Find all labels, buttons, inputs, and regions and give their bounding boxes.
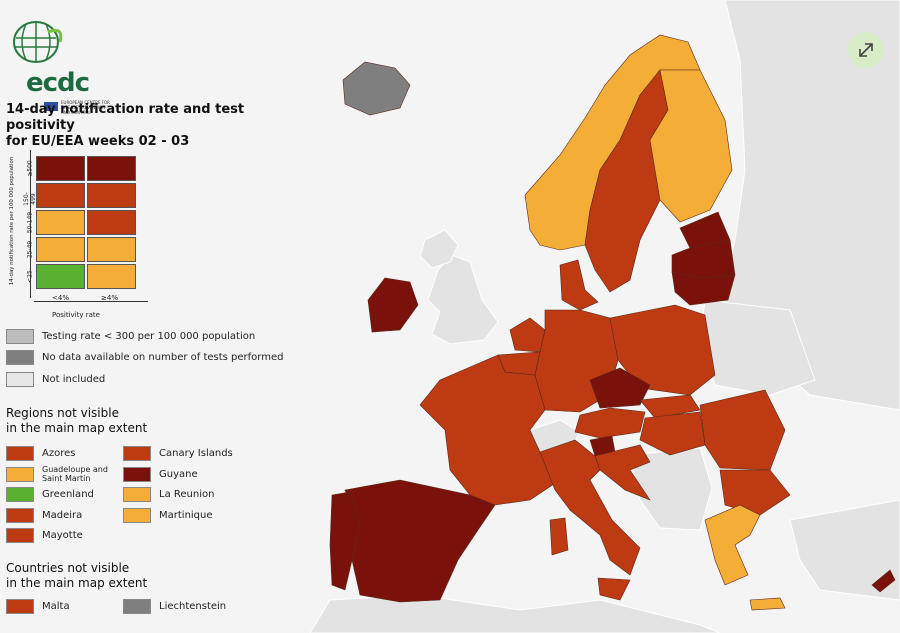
map-countries (329, 34, 896, 611)
matrix-cell (36, 210, 85, 235)
regions-heading-line2: in the main map extent (6, 421, 148, 435)
matrix-cell (36, 264, 85, 289)
map-region-hungary[interactable] (639, 411, 706, 456)
map-region-finland[interactable] (649, 69, 733, 223)
legend-label: Guyane (159, 468, 198, 480)
non-eu-north-africa (309, 594, 721, 633)
matrix-y-tick: 50-149 (26, 211, 34, 234)
map-region-croatia[interactable] (594, 444, 651, 501)
matrix-cell (36, 156, 85, 181)
matrix-y-tick: ≥500 (26, 160, 34, 177)
countries-heading-line2: in the main map extent (6, 576, 148, 590)
logo-wordmark: ecdc (26, 68, 90, 98)
swatch-testing-rate (6, 329, 34, 344)
legend-swatch (123, 487, 151, 502)
legend-no-data: No data available on number of tests per… (42, 352, 284, 363)
matrix-x-axis-label: Positivity rate (52, 311, 100, 319)
map-title-line1: 14-day notification rate and test positi… (6, 102, 245, 133)
legend-swatch (6, 487, 34, 502)
matrix-x-tick: <4% (52, 294, 69, 302)
map-region-slovakia[interactable] (639, 394, 701, 419)
legend-label: Greenland (42, 489, 94, 500)
legend-label: La Reunion (159, 489, 215, 500)
ecdc-logo: ecdc EUROPEAN CENTRE FOR DISEASE PREVENT… (6, 18, 110, 115)
map-region-italy[interactable] (539, 439, 641, 601)
legend-label: Liechtenstein (159, 601, 227, 612)
expand-icon (859, 43, 873, 57)
matrix-cell (36, 237, 85, 262)
map-region-iceland[interactable] (342, 61, 411, 116)
legend-label: Malta (42, 601, 70, 612)
matrix-y-tick: 25-49 (26, 240, 34, 259)
map-region-poland[interactable] (609, 304, 716, 396)
regions-heading-line1: Regions not visible (6, 406, 119, 420)
non-eu-turkey (789, 499, 900, 601)
matrix-y-axis-label: 14-day notification rate per 100 000 pop… (9, 156, 15, 286)
map-title: 14-day notification rate and test positi… (6, 102, 296, 150)
legend-panel: ecdc EUROPEAN CENTRE FOR DISEASE PREVENT… (0, 0, 300, 633)
legend-swatch (123, 507, 151, 523)
color-matrix (36, 156, 138, 292)
matrix-cell (87, 237, 136, 262)
matrix-cell (87, 210, 136, 235)
legend-swatch (6, 507, 34, 523)
countries-heading: Countries not visible in the main map ex… (6, 561, 147, 591)
matrix-cell (36, 183, 85, 208)
legend-swatch (6, 599, 34, 614)
map-title-line2: for EU/EEA weeks 02 - 03 (6, 134, 190, 149)
legend-label: Mayotte (42, 530, 83, 541)
logo-subtitle: EUROPEAN CENTRE FOR DISEASE PREVENTION A… (61, 100, 110, 115)
swatch-no-data (6, 350, 34, 365)
map-region-austria[interactable] (574, 407, 646, 439)
map-region-greece[interactable] (704, 504, 786, 611)
regions-heading: Regions not visible in the main map exte… (6, 406, 147, 436)
globe-icon (13, 21, 63, 63)
fullscreen-button[interactable] (848, 32, 884, 68)
non-eu-scotland (419, 229, 459, 269)
non-eu-balkans (629, 447, 713, 531)
matrix-cell (87, 156, 136, 181)
legend-swatch (123, 446, 151, 461)
map-region-sweden[interactable] (584, 69, 669, 293)
matrix-x-tick: ≥4% (101, 294, 118, 302)
map-region-lithuania[interactable] (671, 271, 736, 306)
legend-label: Azores (42, 448, 76, 459)
legend-label: Madeira (42, 509, 83, 521)
matrix-y-axis (30, 150, 31, 298)
legend-not-included: Not included (42, 374, 106, 385)
eu-flag-icon (44, 102, 58, 111)
swatch-not-included (6, 372, 34, 387)
legend-swatch (123, 599, 151, 614)
matrix-cell (87, 264, 136, 289)
map-region-czechia[interactable] (589, 367, 651, 409)
map-region-portugal[interactable] (329, 491, 361, 591)
matrix-cell (87, 183, 136, 208)
legend-label: Guadeloupe and Saint Martin (42, 464, 108, 483)
legend-swatch (123, 466, 151, 482)
matrix-y-tick: <25 (26, 270, 34, 283)
legend-swatch (6, 446, 34, 461)
non-eu-land (309, 0, 900, 633)
countries-heading-line1: Countries not visible (6, 561, 130, 575)
map-region-cyprus[interactable] (871, 569, 896, 593)
legend-label: Martinique (159, 509, 213, 521)
matrix-y-tick: 150-499 (23, 192, 37, 206)
map-region-ireland[interactable] (367, 277, 419, 333)
non-eu-uk (427, 254, 499, 345)
map-region-bulgaria[interactable] (719, 469, 791, 516)
matrix-x-axis (34, 301, 148, 302)
legend-swatch (6, 466, 34, 482)
map-region-denmark[interactable] (559, 259, 599, 311)
legend-swatch (6, 528, 34, 543)
legend-testing-rate: Testing rate < 300 per 100 000 populatio… (42, 331, 256, 342)
legend-label: Canary Islands (159, 448, 233, 459)
